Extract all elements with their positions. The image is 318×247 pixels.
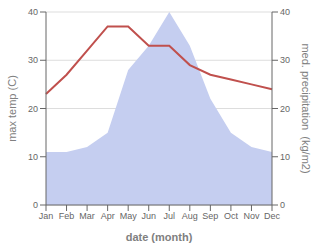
svg-text:date (month): date (month) xyxy=(126,231,193,243)
svg-text:Nov: Nov xyxy=(243,211,260,221)
svg-text:40: 40 xyxy=(280,7,290,17)
svg-text:30: 30 xyxy=(28,55,38,65)
svg-text:med. precipitation (kg/m2): med. precipitation (kg/m2) xyxy=(300,43,310,173)
svg-text:Jun: Jun xyxy=(141,211,156,221)
svg-text:May: May xyxy=(120,211,138,221)
svg-text:Jan: Jan xyxy=(39,211,54,221)
svg-text:Aug: Aug xyxy=(182,211,198,221)
svg-text:0: 0 xyxy=(33,200,38,210)
svg-text:20: 20 xyxy=(280,104,290,114)
svg-text:Sep: Sep xyxy=(202,211,218,221)
svg-text:Apr: Apr xyxy=(101,211,115,221)
svg-text:10: 10 xyxy=(280,152,290,162)
svg-text:30: 30 xyxy=(280,55,290,65)
svg-text:Oct: Oct xyxy=(224,211,239,221)
svg-text:max temp (C): max temp (C) xyxy=(8,75,18,142)
svg-text:20: 20 xyxy=(28,104,38,114)
svg-text:0: 0 xyxy=(280,200,285,210)
svg-text:Feb: Feb xyxy=(59,211,75,221)
svg-text:Jul: Jul xyxy=(164,211,176,221)
svg-text:Dec: Dec xyxy=(264,211,281,221)
svg-text:Mar: Mar xyxy=(79,211,95,221)
svg-text:40: 40 xyxy=(28,7,38,17)
svg-text:10: 10 xyxy=(28,152,38,162)
